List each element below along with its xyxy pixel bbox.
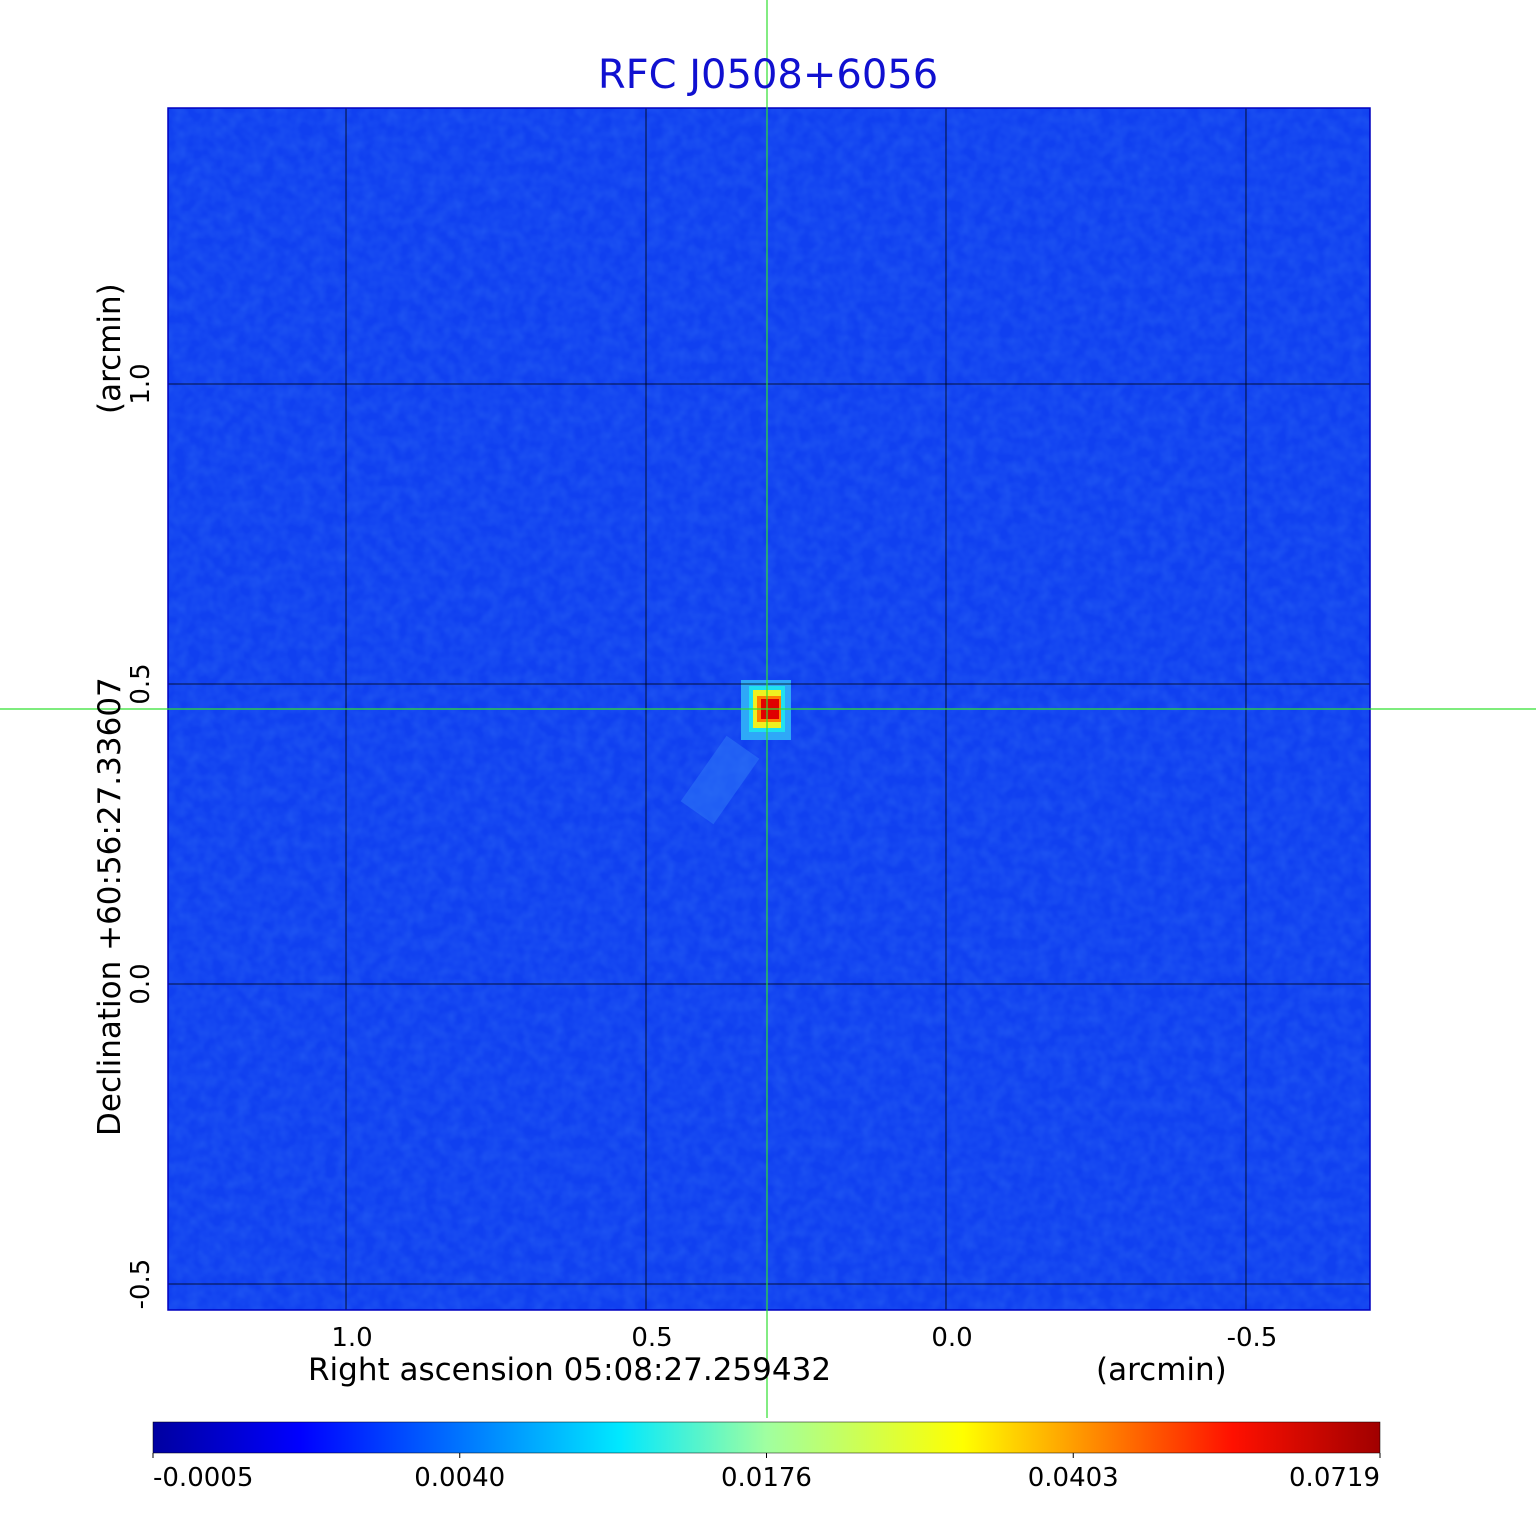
y-axis-unit: (arcmin) xyxy=(92,283,128,414)
x-tick-label: -0.5 xyxy=(1227,1323,1278,1353)
colorbar-tick-label: -0.0005 xyxy=(153,1463,253,1493)
x-tick-label: 0.5 xyxy=(631,1323,672,1353)
y-tick-label: 1.0 xyxy=(126,363,156,404)
colorbar-tick-label: 0.0176 xyxy=(721,1463,812,1493)
y-tick-label: 0.5 xyxy=(126,663,156,704)
y-tick-label: 0.0 xyxy=(126,963,156,1004)
colorbar-tick-label: 0.0040 xyxy=(414,1463,505,1493)
y-axis-label: Declination +60:56:27.33607 xyxy=(92,677,128,1136)
x-axis-unit: (arcmin) xyxy=(1096,1352,1227,1388)
colorbar-tick-label: 0.0719 xyxy=(1289,1463,1380,1493)
y-tick-label: -0.5 xyxy=(126,1259,156,1310)
colorbar xyxy=(152,1421,1381,1454)
x-axis-label: Right ascension 05:08:27.259432 xyxy=(308,1352,831,1388)
colorbar-tick-label: 0.0403 xyxy=(1028,1463,1119,1493)
x-tick-label: 1.0 xyxy=(331,1323,372,1353)
chart-title: RFC J0508+6056 xyxy=(598,52,938,98)
x-tick-label: 0.0 xyxy=(931,1323,972,1353)
